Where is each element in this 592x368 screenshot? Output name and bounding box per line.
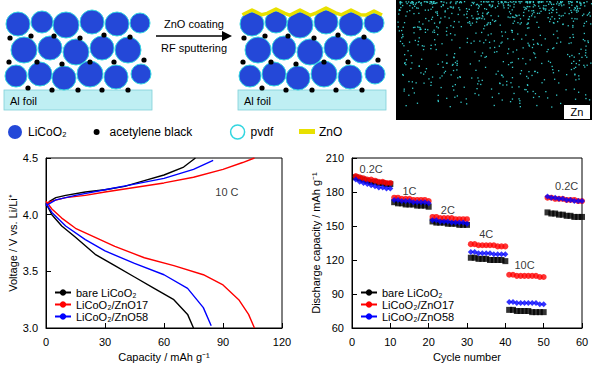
svg-text:pvdf: pvdf <box>251 125 274 139</box>
svg-text:30: 30 <box>99 336 111 348</box>
svg-text:RF sputtering: RF sputtering <box>161 42 227 54</box>
svg-text:60: 60 <box>332 322 344 334</box>
svg-text:0: 0 <box>43 336 49 348</box>
svg-text:Al foil: Al foil <box>244 95 271 107</box>
svg-text:1C: 1C <box>402 185 416 197</box>
svg-text:210: 210 <box>326 152 344 164</box>
svg-text:10: 10 <box>384 336 396 348</box>
svg-text:ZnO: ZnO <box>319 125 342 139</box>
svg-text:4C: 4C <box>479 228 493 240</box>
svg-text:2C: 2C <box>441 204 455 216</box>
svg-text:ZnO coating: ZnO coating <box>164 18 224 30</box>
svg-text:150: 150 <box>326 220 344 232</box>
svg-text:LiCoO₂: LiCoO₂ <box>28 125 67 139</box>
svg-text:10C: 10C <box>514 259 534 271</box>
svg-text:Al foil: Al foil <box>10 95 37 107</box>
svg-text:0.2C: 0.2C <box>555 180 578 192</box>
svg-text:Discharge capacity / mAh g⁻¹: Discharge capacity / mAh g⁻¹ <box>310 172 322 314</box>
svg-text:Voltage / V vs. Li/Li⁺: Voltage / V vs. Li/Li⁺ <box>7 194 19 292</box>
svg-text:Zn: Zn <box>571 106 584 118</box>
svg-text:LiCoO₂/ZnO58: LiCoO₂/ZnO58 <box>382 311 454 323</box>
svg-text:Capacity / mAh g⁻¹: Capacity / mAh g⁻¹ <box>118 351 210 363</box>
svg-text:Cycle number: Cycle number <box>433 351 501 363</box>
svg-text:bare LiCoO₂: bare LiCoO₂ <box>382 287 443 299</box>
svg-text:20: 20 <box>423 336 435 348</box>
svg-text:30: 30 <box>461 336 473 348</box>
svg-text:LiCoO₂/ZnO17: LiCoO₂/ZnO17 <box>76 299 148 311</box>
svg-text:0.2C: 0.2C <box>360 163 383 175</box>
svg-text:3.5: 3.5 <box>23 265 38 277</box>
svg-text:120: 120 <box>273 336 291 348</box>
svg-text:90: 90 <box>332 288 344 300</box>
svg-text:60: 60 <box>158 336 170 348</box>
svg-text:4.0: 4.0 <box>23 209 38 221</box>
svg-text:acetylene black: acetylene black <box>110 125 194 139</box>
svg-text:0: 0 <box>349 336 355 348</box>
svg-text:4.5: 4.5 <box>23 152 38 164</box>
svg-text:90: 90 <box>217 336 229 348</box>
svg-text:3.0: 3.0 <box>23 322 38 334</box>
svg-text:LiCoO₂/ZnO17: LiCoO₂/ZnO17 <box>382 299 454 311</box>
svg-text:LiCoO₂/ZnO58: LiCoO₂/ZnO58 <box>76 311 148 323</box>
svg-text:50: 50 <box>538 336 550 348</box>
svg-text:10 C: 10 C <box>215 186 238 198</box>
svg-text:60: 60 <box>576 336 588 348</box>
svg-text:bare LiCoO₂: bare LiCoO₂ <box>76 287 137 299</box>
svg-text:40: 40 <box>499 336 511 348</box>
svg-text:180: 180 <box>326 186 344 198</box>
svg-text:120: 120 <box>326 254 344 266</box>
